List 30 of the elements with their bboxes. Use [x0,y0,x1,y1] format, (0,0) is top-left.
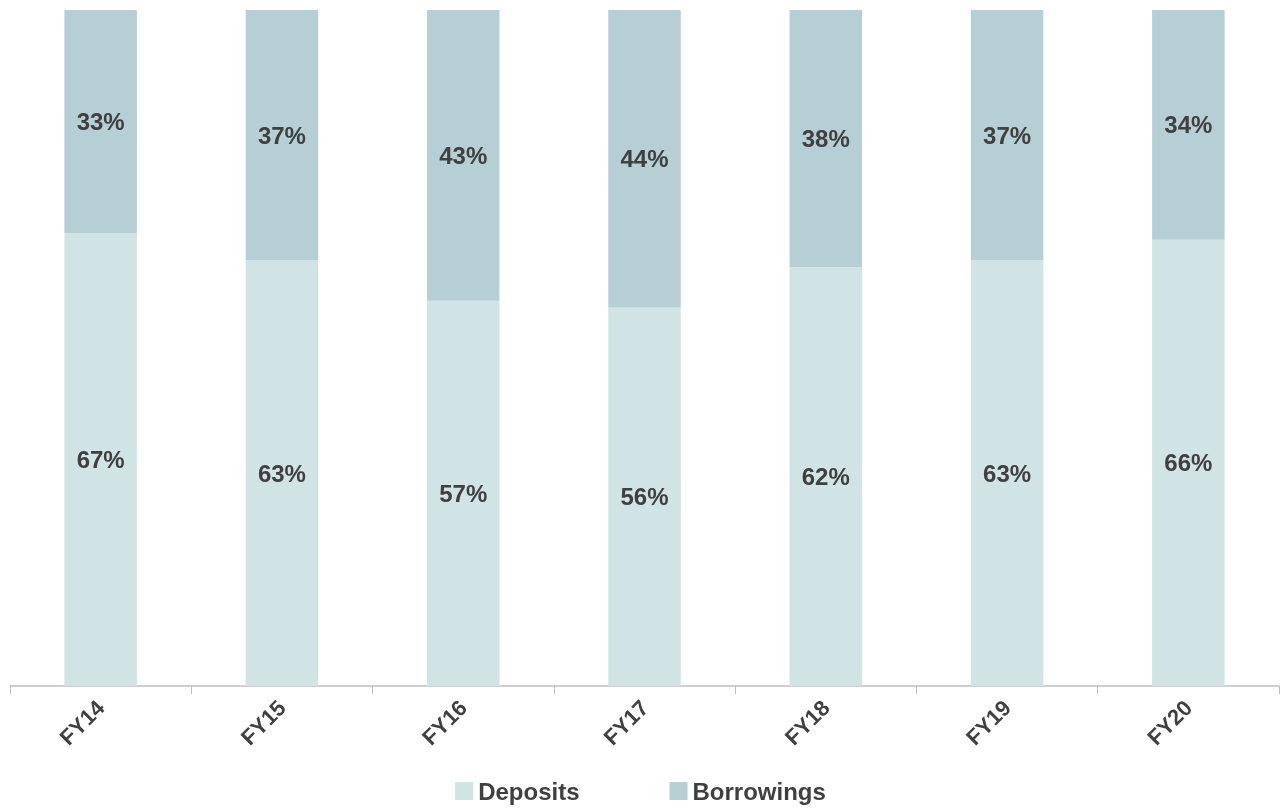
bar [608,10,681,308]
data-label: 33% [76,108,125,136]
data-label: 66% [1164,449,1213,477]
bar [608,307,681,686]
legend-label: Deposits [478,777,580,805]
bar [789,10,863,267]
data-label: 57% [439,479,488,507]
bar [970,260,1044,686]
bar [426,300,500,686]
bar [970,10,1044,261]
data-label: 67% [76,446,125,474]
legend-label: Borrowings [692,777,826,805]
data-label: 38% [801,124,850,152]
data-label: 34% [1164,111,1213,139]
data-label: 37% [983,121,1032,149]
bar [64,10,137,234]
bar [1152,10,1225,240]
data-label: 56% [620,483,669,511]
data-label: 62% [801,462,850,490]
data-label: 63% [983,459,1032,487]
bar [245,10,319,261]
data-label: 37% [257,121,306,149]
bar [245,260,319,686]
bar [789,266,863,686]
bar [64,233,137,686]
data-label: 43% [439,141,488,169]
bar [426,10,500,301]
data-label: 63% [257,459,306,487]
bar [1152,239,1225,686]
data-label: 44% [620,145,669,173]
